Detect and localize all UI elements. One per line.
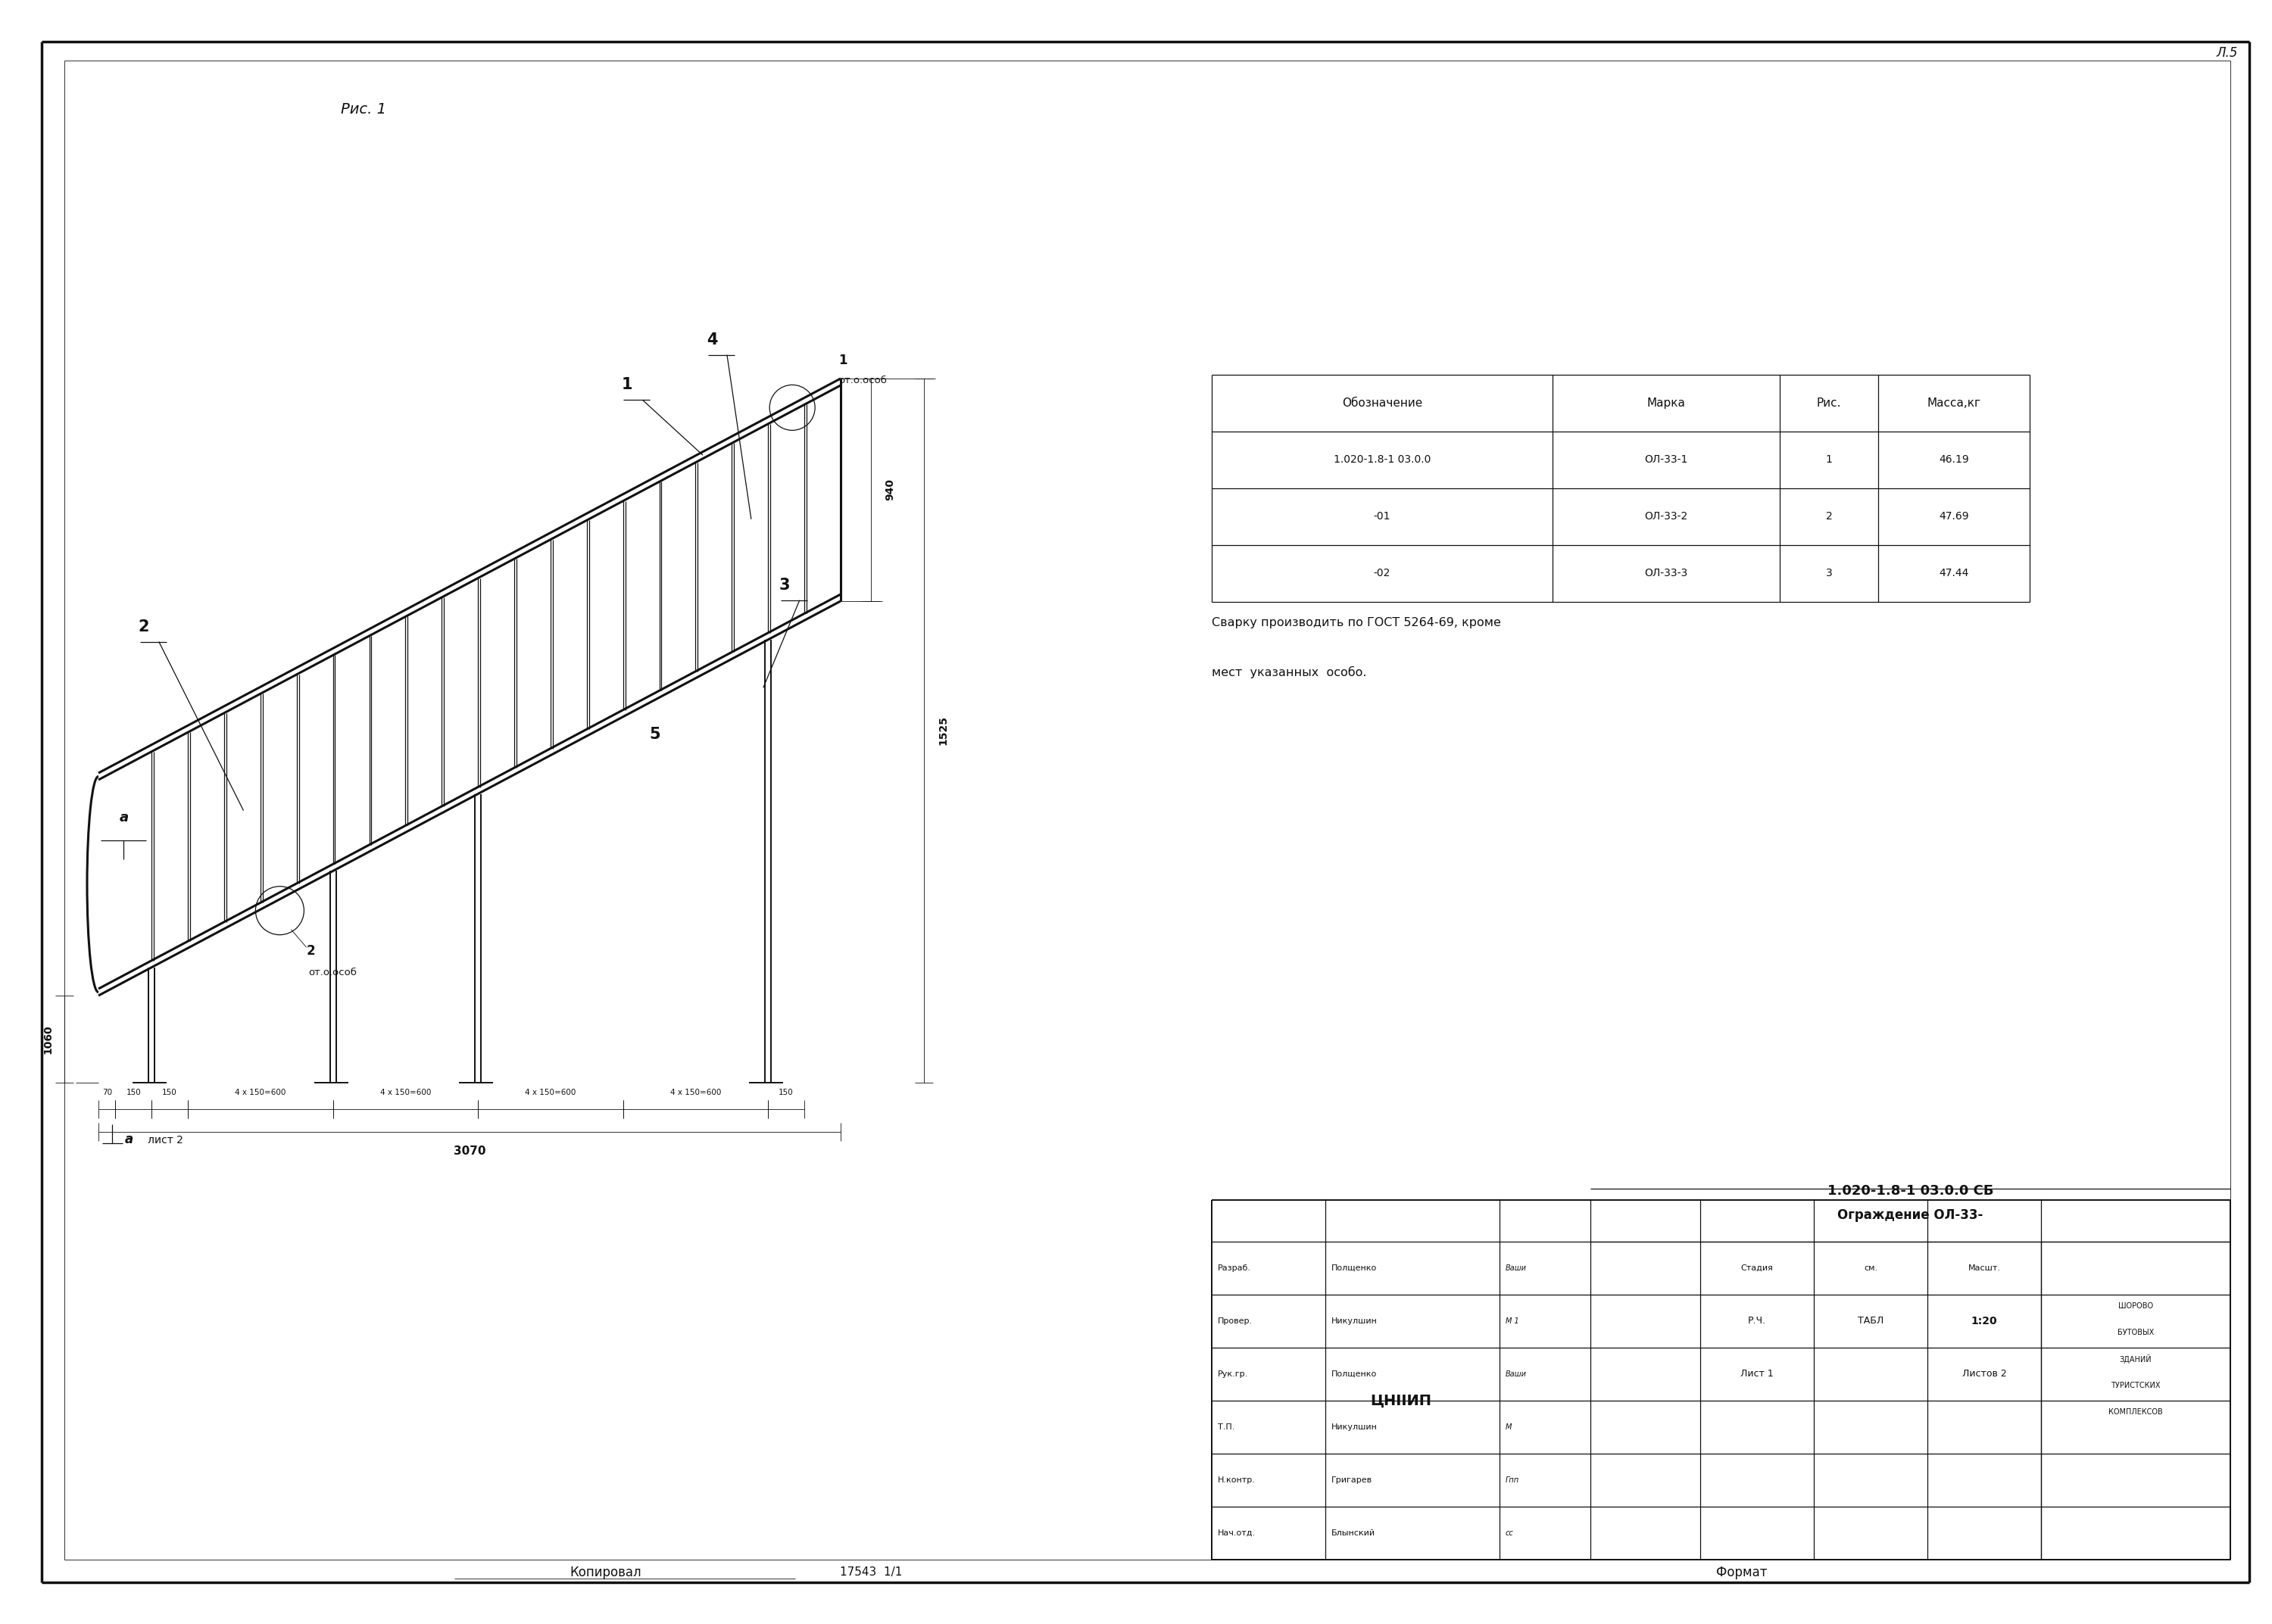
Text: Лист 1: Лист 1 <box>1740 1369 1774 1379</box>
Text: Никулшин: Никулшин <box>1331 1317 1377 1325</box>
Text: 1: 1 <box>1827 455 1831 464</box>
Text: 3: 3 <box>779 578 791 593</box>
Text: Никулшин: Никулшин <box>1331 1423 1377 1431</box>
Text: 46.19: 46.19 <box>1938 455 1970 464</box>
Text: 1060: 1060 <box>43 1025 52 1054</box>
Text: Л.5: Л.5 <box>2217 45 2238 60</box>
Text: 150: 150 <box>161 1088 177 1096</box>
Text: 4: 4 <box>707 333 718 348</box>
Text: Рук.гр.: Рук.гр. <box>1218 1371 1247 1377</box>
Text: -01: -01 <box>1375 512 1390 521</box>
Text: 47.44: 47.44 <box>1938 568 1970 578</box>
Text: ЦНIIИП: ЦНIIИП <box>1370 1393 1431 1408</box>
Text: Н.контр.: Н.контр. <box>1218 1476 1256 1484</box>
Text: сс: сс <box>1506 1530 1513 1536</box>
Text: a: a <box>120 810 130 825</box>
Text: 4 x 150=600: 4 x 150=600 <box>525 1088 577 1096</box>
Text: ЗДАНИЙ: ЗДАНИЙ <box>2120 1354 2152 1364</box>
Text: от.о.особ: от.о.особ <box>838 375 886 385</box>
Text: Рис.: Рис. <box>1818 398 1840 409</box>
Text: 17543  1/1: 17543 1/1 <box>841 1567 902 1579</box>
Text: лист 2: лист 2 <box>148 1135 184 1145</box>
Text: 1525: 1525 <box>938 716 947 745</box>
Text: М 1: М 1 <box>1506 1317 1520 1325</box>
Text: Стадия: Стадия <box>1740 1265 1772 1272</box>
Text: Копировал: Копировал <box>570 1566 641 1579</box>
Text: Обозначение: Обозначение <box>1343 398 1422 409</box>
Text: 1.020-1.8-1 03.0.0 СБ: 1.020-1.8-1 03.0.0 СБ <box>1827 1184 1993 1197</box>
Text: 4 x 150=600: 4 x 150=600 <box>234 1088 286 1096</box>
Text: 1:20: 1:20 <box>1972 1315 1997 1327</box>
Text: ОЛ-33-3: ОЛ-33-3 <box>1645 568 1688 578</box>
Text: от.о.особ: от.о.особ <box>309 968 357 978</box>
Text: Нач.отд.: Нач.отд. <box>1218 1530 1256 1536</box>
Text: см.: см. <box>1863 1265 1877 1272</box>
Text: 2: 2 <box>139 619 150 633</box>
Text: Ограждение ОЛ-33-: Ограждение ОЛ-33- <box>1838 1208 1983 1221</box>
Text: 3: 3 <box>1827 568 1831 578</box>
Text: Марка: Марка <box>1647 398 1686 409</box>
Text: ОЛ-33-1: ОЛ-33-1 <box>1645 455 1688 464</box>
Text: 1.020-1.8-1 03.0.0: 1.020-1.8-1 03.0.0 <box>1334 455 1431 464</box>
Text: -02: -02 <box>1375 568 1390 578</box>
Text: ШОРОВО: ШОРОВО <box>2118 1302 2154 1311</box>
Text: ТАБЛ: ТАБЛ <box>1858 1315 1883 1327</box>
Text: 47.69: 47.69 <box>1938 512 1970 521</box>
Text: БУТОВЫХ: БУТОВЫХ <box>2118 1328 2154 1337</box>
Text: Блынский: Блынский <box>1331 1530 1375 1536</box>
Text: Гпп: Гпп <box>1506 1476 1520 1484</box>
Text: a: a <box>125 1132 134 1147</box>
Text: Р.Ч.: Р.Ч. <box>1747 1315 1765 1327</box>
Text: Разраб.: Разраб. <box>1218 1265 1252 1272</box>
Text: ОЛ-33-2: ОЛ-33-2 <box>1645 512 1688 521</box>
Text: 3070: 3070 <box>454 1145 486 1156</box>
Text: 1: 1 <box>838 354 847 367</box>
Text: Григарев: Григарев <box>1331 1476 1372 1484</box>
Text: Листов 2: Листов 2 <box>1963 1369 2006 1379</box>
Text: М: М <box>1506 1423 1511 1431</box>
Text: Рис. 1: Рис. 1 <box>341 102 386 117</box>
Text: Т.П.: Т.П. <box>1218 1423 1234 1431</box>
Text: Полщенко: Полщенко <box>1331 1371 1377 1377</box>
Text: 2: 2 <box>307 944 316 958</box>
Text: Ваши: Ваши <box>1506 1265 1527 1272</box>
Text: 2: 2 <box>1827 512 1831 521</box>
Text: КОМПЛЕКСОВ: КОМПЛЕКСОВ <box>2108 1408 2163 1416</box>
Text: 150: 150 <box>779 1088 793 1096</box>
Text: Формат: Формат <box>1715 1566 1768 1579</box>
Text: 940: 940 <box>884 479 895 500</box>
Text: 4 x 150=600: 4 x 150=600 <box>379 1088 432 1096</box>
Text: 70: 70 <box>102 1088 111 1096</box>
Text: 5: 5 <box>650 726 661 742</box>
Text: Сварку производить по ГОСТ 5264-69, кроме: Сварку производить по ГОСТ 5264-69, кром… <box>1211 617 1502 628</box>
Text: Полщенко: Полщенко <box>1331 1265 1377 1272</box>
Text: ТУРИСТСКИХ: ТУРИСТСКИХ <box>2111 1382 2161 1389</box>
Text: Ваши: Ваши <box>1506 1371 1527 1377</box>
Text: 150: 150 <box>125 1088 141 1096</box>
Text: 1: 1 <box>623 377 632 393</box>
Text: Провер.: Провер. <box>1218 1317 1252 1325</box>
Text: Масса,кг: Масса,кг <box>1927 398 1981 409</box>
Text: 4 x 150=600: 4 x 150=600 <box>670 1088 720 1096</box>
Text: Масшт.: Масшт. <box>1968 1265 1999 1272</box>
Text: мест  указанных  особо.: мест указанных особо. <box>1211 666 1368 679</box>
